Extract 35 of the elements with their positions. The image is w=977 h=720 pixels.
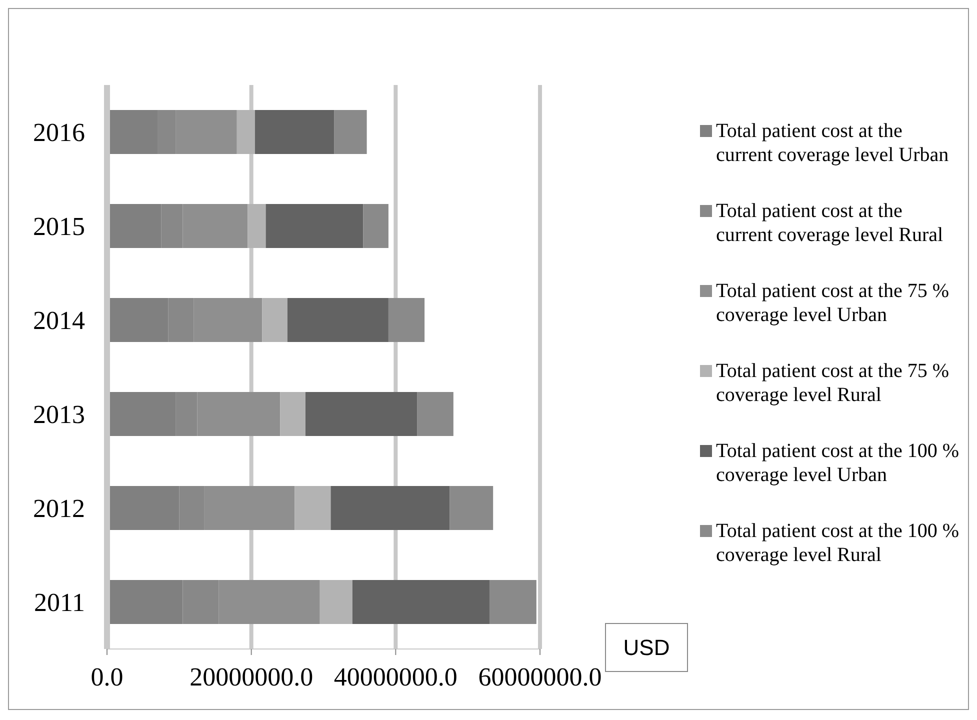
legend-label: Total patient cost at the 100 % coverage level Rural: [716, 519, 960, 567]
bar: [417, 392, 454, 436]
y-tick-label: 2014: [33, 306, 85, 336]
y-tick-label: 2016: [33, 118, 85, 148]
x-tick-label: 40000000.0: [334, 662, 458, 692]
bar: [305, 392, 418, 436]
bar: [334, 110, 367, 154]
bar: [262, 298, 288, 342]
y-tick-label: 2012: [33, 494, 85, 524]
legend-label: Total patient cost at the 75 % coverage level Urban: [716, 279, 950, 327]
bar: [280, 392, 306, 436]
x-tick-label: 0.0: [90, 662, 124, 692]
legend-label: Total patient cost at the current coverage level Urban: [716, 119, 950, 167]
bar: [363, 204, 388, 248]
bar: [294, 486, 331, 530]
bar: [330, 486, 450, 530]
bar: [489, 580, 536, 624]
y-tick-label: 2011: [34, 588, 85, 618]
y-tick-label: 2013: [33, 400, 85, 430]
bar: [236, 110, 255, 154]
legend-label: Total patient cost at the 100 % coverage level Urban: [716, 439, 960, 487]
bar: [248, 204, 266, 248]
bar: [287, 298, 388, 342]
legend-label: Total patient cost at the 75 % coverage level Rural: [716, 359, 950, 407]
x-tick-label: 20000000.0: [190, 662, 314, 692]
bar: [352, 580, 490, 624]
bar: [266, 204, 364, 248]
x-tick-label: 60000000.0: [478, 662, 602, 692]
x-axis-title: USD: [623, 634, 670, 660]
bar: [320, 580, 352, 624]
bar: [388, 298, 425, 342]
bar: [450, 486, 494, 530]
y-tick-label: 2015: [33, 212, 85, 242]
legend-label: Total patient cost at the current coverage level Rural: [716, 199, 944, 247]
bar: [254, 110, 334, 154]
